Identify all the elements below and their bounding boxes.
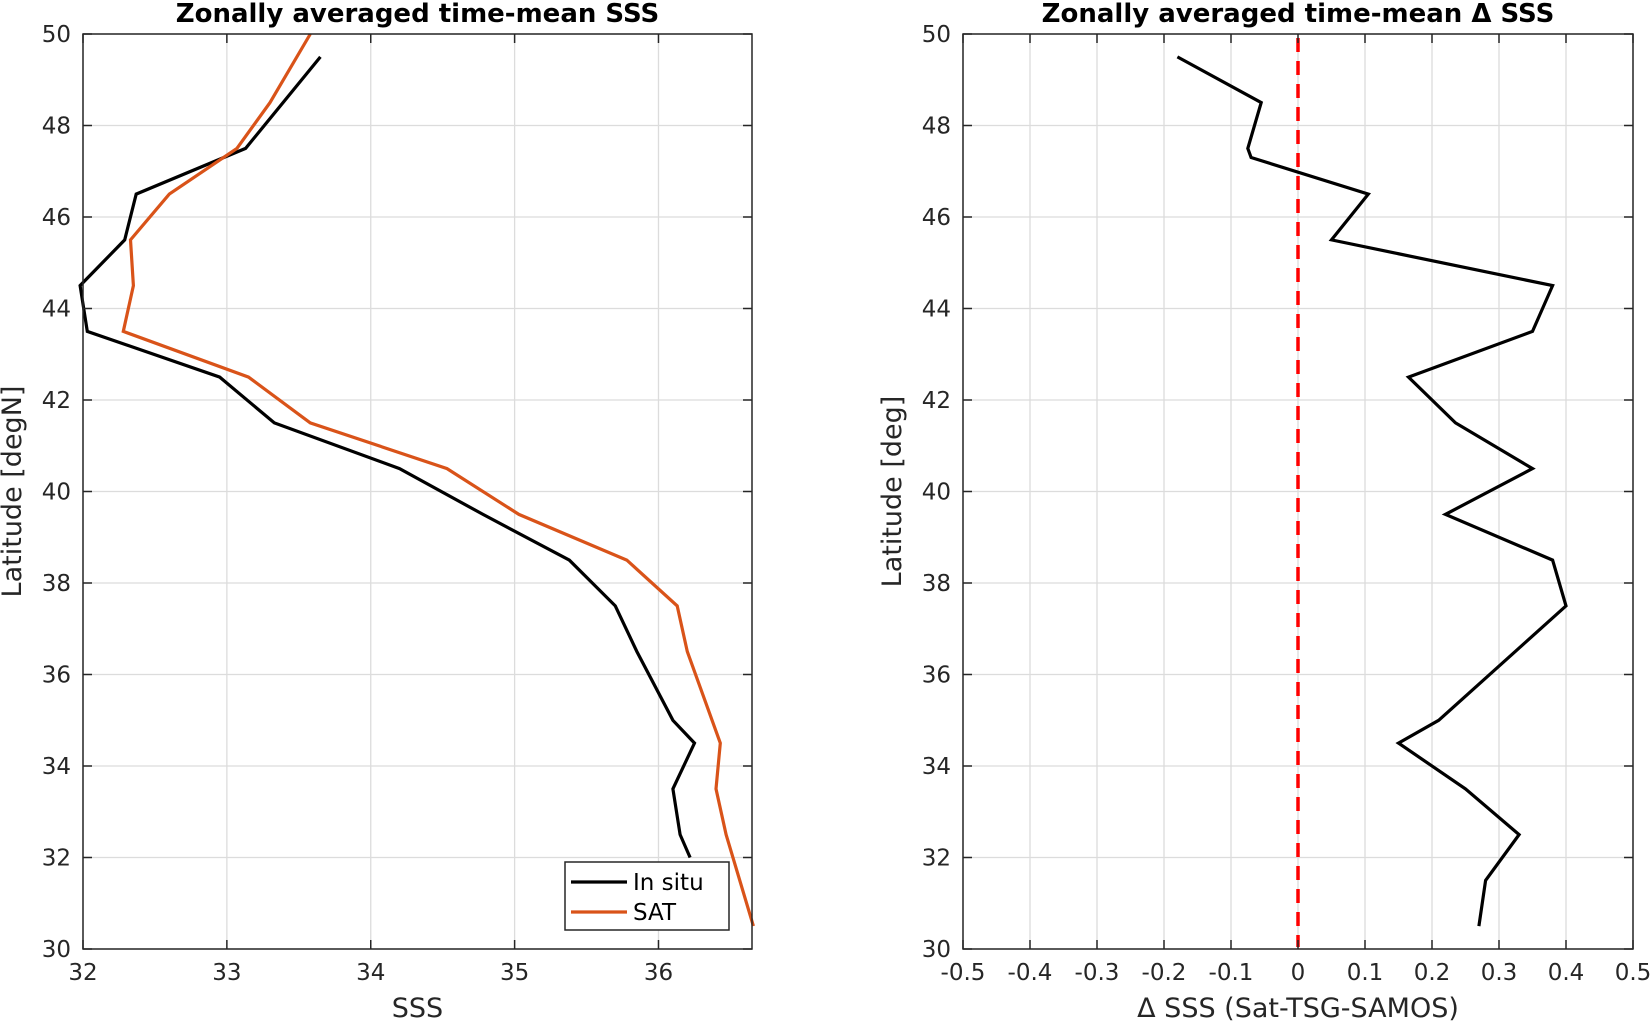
y-tick-label: 46	[922, 205, 951, 231]
y-tick-label: 40	[922, 480, 951, 506]
in-situ-series-line	[78, 55, 697, 859]
x-tick-label: -0.3	[1075, 960, 1120, 986]
legend-label: SAT	[633, 900, 677, 926]
x-tick-label: -0.2	[1142, 960, 1187, 986]
legend: In situ SAT	[564, 861, 730, 931]
x-tick-label: -0.5	[941, 960, 986, 986]
y-tick-label: 38	[922, 571, 951, 597]
y-tick-label: 36	[42, 663, 71, 689]
y-tick-label: 30	[42, 937, 71, 963]
y-tick-label: 48	[922, 114, 951, 140]
x-tick-label: 0.1	[1347, 960, 1384, 986]
y-tick-label: 48	[42, 114, 71, 140]
y-tick-label: 44	[922, 297, 951, 323]
y-tick-label: 40	[42, 480, 71, 506]
right-chart-panel: -0.5 -0.4 -0.3 -0.2 -0.1 0 0.1 0.2 0.3 0.4 0.5 30 32…	[877, 0, 1651, 1024]
right-x-axis-label: Δ SSS (Sat-TSG-SAMOS)	[1137, 993, 1459, 1024]
right-chart-title: Zonally averaged time-mean Δ SSS	[1042, 0, 1555, 29]
x-tick-label: -0.1	[1209, 960, 1254, 986]
y-tick-label: 30	[922, 937, 951, 963]
x-tick-label: 33	[212, 960, 241, 986]
left-x-axis-label: SSS	[392, 993, 443, 1024]
x-tick-label: 35	[500, 960, 529, 986]
y-tick-label: 42	[922, 388, 951, 414]
x-tick-label: 0.5	[1615, 960, 1651, 986]
x-tick-label: 0.3	[1481, 960, 1518, 986]
y-tick-label: 34	[42, 754, 71, 780]
left-series-group	[78, 33, 755, 927]
sat-series-line	[121, 33, 755, 927]
x-tick-label: 32	[68, 960, 97, 986]
y-tick-label: 38	[42, 571, 71, 597]
x-tick-label: 34	[356, 960, 385, 986]
y-tick-label: 46	[42, 205, 71, 231]
y-tick-label: 42	[42, 388, 71, 414]
y-tick-label: 36	[922, 663, 951, 689]
x-tick-label: 0.4	[1548, 960, 1585, 986]
x-tick-label: 0.2	[1414, 960, 1451, 986]
y-tick-label: 34	[922, 754, 951, 780]
x-tick-label: 0	[1291, 960, 1306, 986]
right-series-group	[1176, 38, 1568, 947]
y-tick-label: 50	[42, 22, 71, 48]
right-tick-group: -0.5 -0.4 -0.3 -0.2 -0.1 0 0.1 0.2 0.3 0.4 0.5 30 32…	[922, 22, 1651, 986]
y-tick-label: 50	[922, 22, 951, 48]
left-grid	[82, 33, 752, 950]
y-tick-label: 32	[922, 846, 951, 872]
y-tick-label: 32	[42, 846, 71, 872]
left-chart-title: Zonally averaged time-mean SSS	[176, 0, 660, 29]
y-tick-label: 44	[42, 297, 71, 323]
legend-label: In situ	[633, 870, 704, 896]
x-tick-label: 36	[644, 960, 673, 986]
legend-box	[564, 861, 730, 931]
delta-sss-series-line	[1176, 55, 1568, 927]
right-y-axis-label: Latitude [deg]	[877, 396, 908, 588]
x-tick-label: -0.4	[1008, 960, 1053, 986]
left-y-axis-label: Latitude [degN]	[0, 386, 28, 598]
